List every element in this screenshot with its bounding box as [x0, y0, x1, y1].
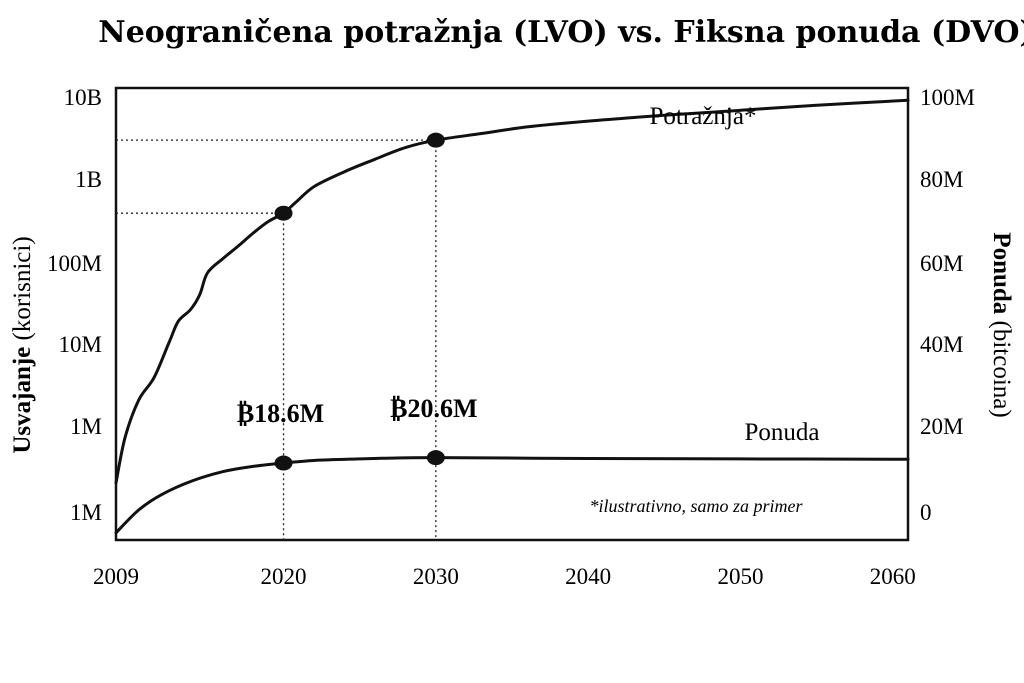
right-tick-label: 80M — [920, 167, 963, 192]
highlight-markers — [274, 132, 445, 471]
right-tick-label: 100M — [920, 85, 975, 110]
left-tick-label: 1M — [70, 500, 102, 525]
right-tick-label: 0 — [920, 500, 932, 525]
demand-series-label: Potražnja* — [650, 103, 757, 130]
x-tick-label: 2009 — [93, 564, 139, 589]
annotations: Potražnja* Ponuda ₿18.6M ₿20.6M — [237, 103, 820, 446]
right-axis-ticks: 0 20M 40M 60M 80M 100M — [920, 85, 975, 525]
left-tick-label: 10M — [59, 332, 102, 357]
guide-lines — [116, 139, 437, 540]
x-tick-label: 2050 — [717, 564, 763, 589]
right-tick-label: 20M — [920, 414, 963, 439]
left-axis-title: Usvajanje (korisnici) — [9, 236, 36, 453]
x-tick-label: 2020 — [261, 564, 307, 589]
supply-data-label: ₿20.6M — [390, 394, 477, 423]
left-tick-label: 10B — [64, 85, 102, 110]
left-tick-label: 1M — [70, 414, 102, 439]
x-tick-label: 2030 — [413, 564, 459, 589]
left-tick-label: 100M — [47, 251, 102, 276]
x-tick-label: 2040 — [565, 564, 611, 589]
supply-series-label: Ponuda — [745, 419, 820, 446]
left-tick-label: 1B — [75, 167, 102, 192]
highlight-point — [274, 455, 293, 471]
left-axis-ticks: 1M 1M 10M 100M 1B 10B — [47, 85, 102, 525]
series-lines — [114, 98, 910, 535]
supply-data-label: ₿18.6M — [237, 399, 324, 428]
right-tick-label: 60M — [920, 251, 963, 276]
highlight-point — [274, 205, 293, 221]
highlight-point — [426, 132, 445, 148]
highlight-point — [426, 450, 445, 466]
right-tick-label: 40M — [920, 332, 963, 357]
x-tick-label: 2060 — [870, 564, 916, 589]
plot-frame — [114, 86, 910, 542]
right-axis-title: Ponuda (bitcoina) — [988, 232, 1015, 417]
supply-line — [114, 456, 910, 535]
x-axis-ticks: 2009 2020 2030 2040 2050 2060 — [93, 564, 916, 589]
chart-title: Neograničena potražnja (LVO) vs. Fiksna … — [98, 15, 1024, 50]
footnote: *ilustrativno, samo za primer — [589, 496, 803, 516]
